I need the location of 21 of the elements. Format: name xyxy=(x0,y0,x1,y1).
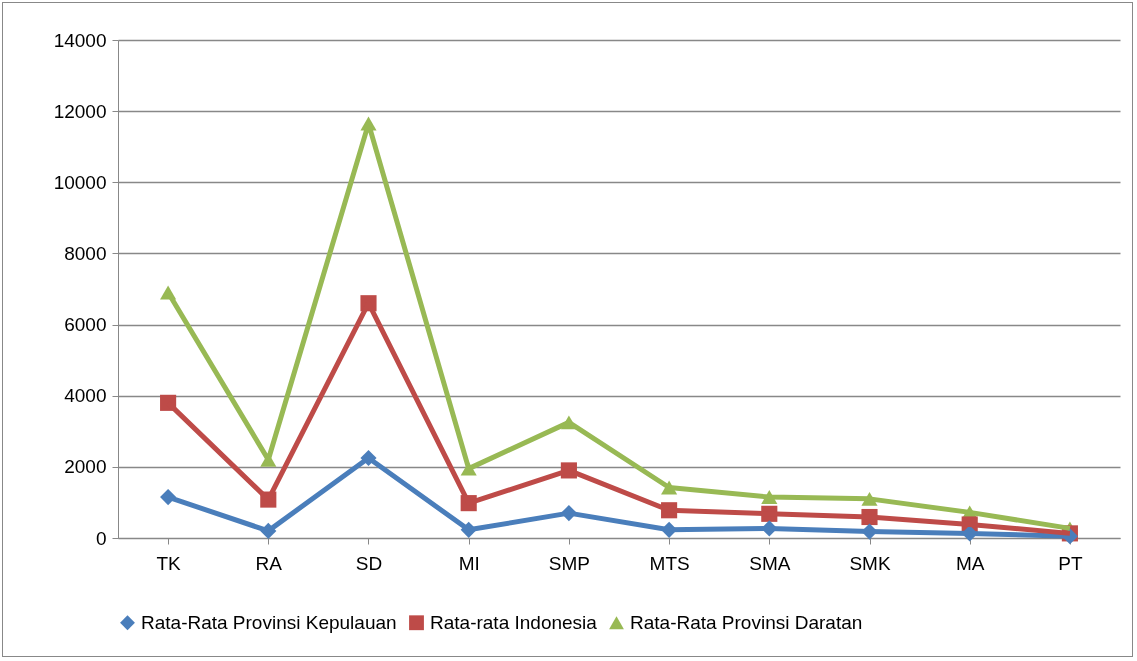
x-tick-label: PT xyxy=(1058,552,1083,574)
y-tick-label: 0 xyxy=(95,527,107,549)
y-tick-label: 10000 xyxy=(53,171,107,193)
x-tick-label: SMK xyxy=(849,552,891,574)
x-tick-label: SD xyxy=(355,552,383,574)
legend-label: Rata-Rata Provinsi Kepulauan xyxy=(141,611,397,633)
x-tick-label: MTS xyxy=(649,552,690,574)
x-tick-label: RA xyxy=(255,552,283,574)
x-tick-label: TK xyxy=(156,552,182,574)
y-tick-label: 2000 xyxy=(64,456,107,478)
y-tick-label: 12000 xyxy=(53,100,107,122)
y-tick-label: 14000 xyxy=(53,29,107,51)
x-tick-label: SMP xyxy=(548,552,590,574)
y-tick-label: 4000 xyxy=(64,385,107,407)
x-tick-label: MA xyxy=(955,552,985,574)
x-tick-label: MI xyxy=(458,552,480,574)
y-tick-label: 8000 xyxy=(64,242,107,264)
x-tick-label: SMA xyxy=(749,552,791,574)
y-tick-label: 6000 xyxy=(64,314,107,336)
legend-label: Rata-rata Indonesia xyxy=(430,611,598,633)
legend-label: Rata-Rata Provinsi Daratan xyxy=(630,611,863,633)
